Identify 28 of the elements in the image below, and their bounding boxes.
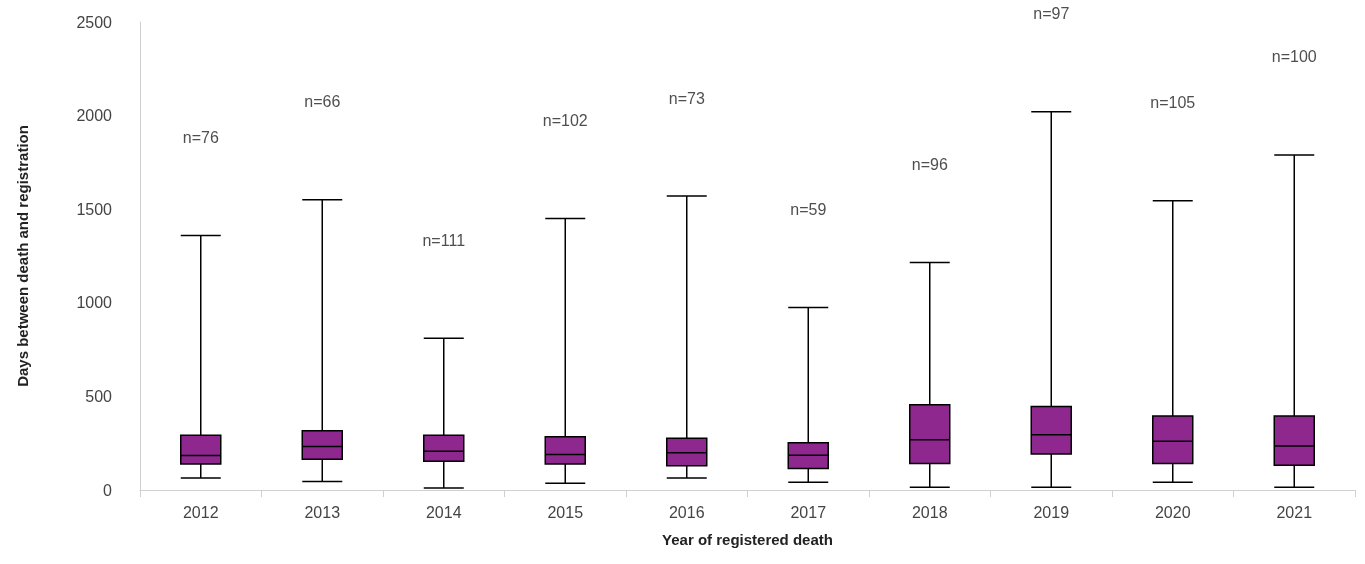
x-tick-label: 2012 xyxy=(182,503,219,521)
y-tick-label: 2500 xyxy=(76,13,113,31)
x-tick-label: 2021 xyxy=(1276,503,1313,521)
y-axis-title: Days between death and registration xyxy=(14,125,31,387)
annotation: n=66 xyxy=(304,93,341,111)
annotation: n=111 xyxy=(422,231,466,249)
x-axis-title: Year of registered death xyxy=(662,531,833,548)
annotation: n=102 xyxy=(542,112,588,130)
x-tick-label: 2018 xyxy=(911,503,948,521)
annotation: n=100 xyxy=(1271,48,1317,66)
x-tick-label: 2015 xyxy=(547,503,584,521)
annotation: n=105 xyxy=(1150,94,1196,112)
y-tick-label: 1000 xyxy=(76,294,113,312)
x-tick-label: 2013 xyxy=(304,503,341,521)
x-tick-label: 2014 xyxy=(425,503,462,521)
y-tick-label: 2000 xyxy=(76,107,113,125)
annotation: n=59 xyxy=(790,200,827,218)
y-tick-label: 1500 xyxy=(76,200,113,218)
y-tick-label: 0 xyxy=(103,481,113,499)
annotation: n=76 xyxy=(182,128,219,146)
annotation: n=73 xyxy=(668,89,705,107)
annotation: n=97 xyxy=(1033,5,1070,23)
x-tick-label: 2016 xyxy=(668,503,705,521)
x-tick-label: 2020 xyxy=(1154,503,1191,521)
annotation: n=96 xyxy=(911,156,948,174)
y-tick-label: 500 xyxy=(85,387,113,405)
x-tick-label: 2019 xyxy=(1033,503,1070,521)
x-tick-label: 2017 xyxy=(790,503,827,521)
